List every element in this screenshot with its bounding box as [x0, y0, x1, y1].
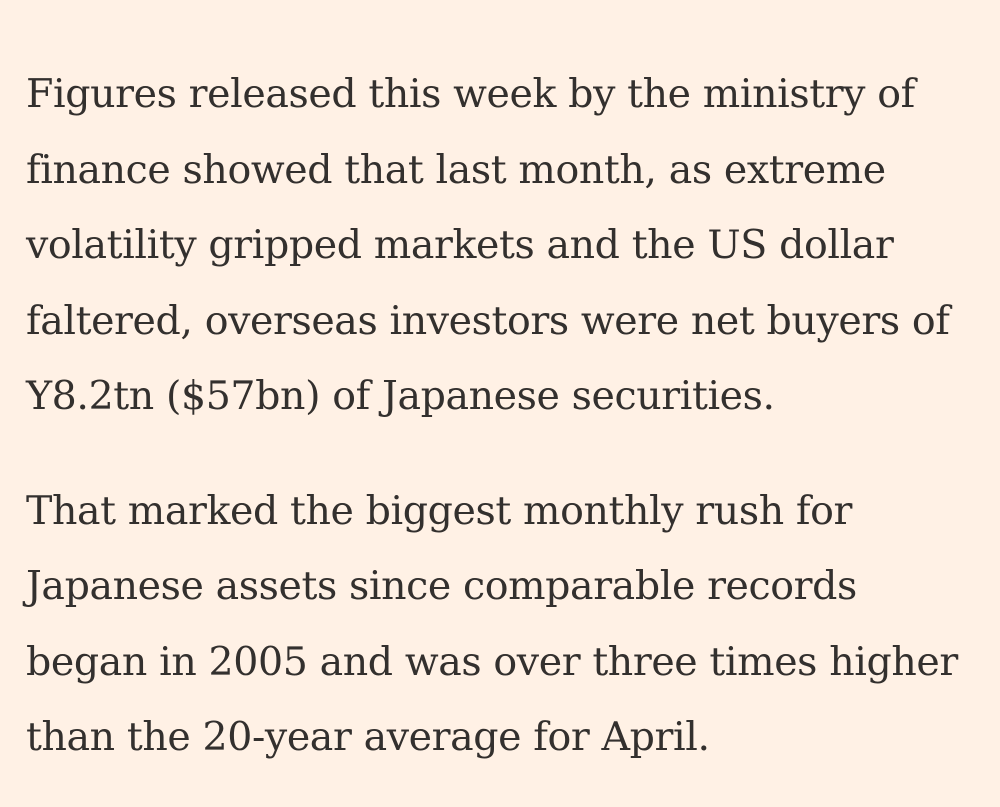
paragraph-1: Figures released this week by the minist… [26, 57, 960, 435]
paragraph-2: That marked the biggest monthly rush for… [26, 474, 960, 776]
text-line: Japanese assets since comparable records [26, 563, 857, 609]
text-line: began in 2005 and was over three times h… [26, 638, 958, 685]
text-line: volatility gripped markets and the US do… [26, 222, 894, 268]
text-line: than the 20-year average for April. [26, 714, 710, 760]
text-line: Y8.2tn ($57bn) of Japanese securities. [26, 373, 775, 419]
text-line: Figures released this week by the minist… [26, 71, 915, 117]
text-line: That marked the biggest monthly rush for [26, 487, 852, 534]
text-line: finance showed that last month, as extre… [26, 146, 886, 193]
text-line: faltered, overseas investors were net bu… [26, 297, 950, 344]
